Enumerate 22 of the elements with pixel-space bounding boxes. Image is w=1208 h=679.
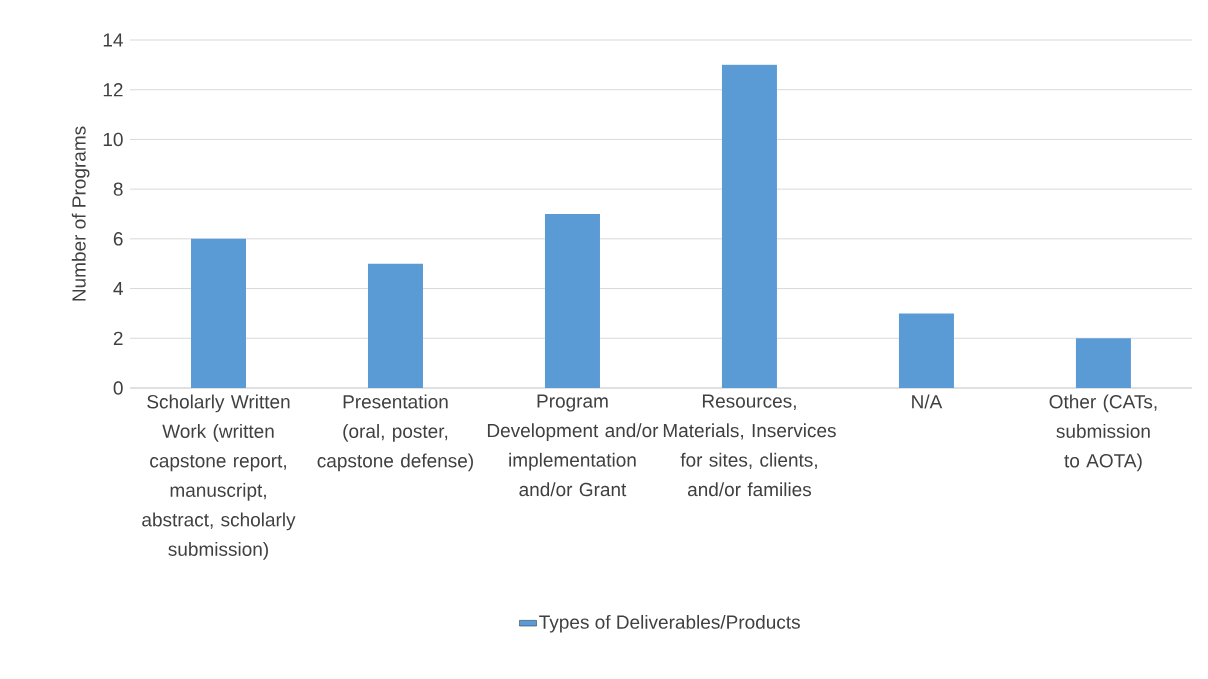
y-tick-label: 6 (113, 232, 123, 246)
y-tick-label: 14 (103, 33, 123, 47)
y-tick-label: 0 (113, 381, 123, 395)
x-tick-label: Resources, Materials, Inservices for sites, clients, and/or families (663, 394, 836, 497)
y-tick-label: 12 (103, 83, 123, 97)
y-tick-label: 4 (113, 282, 123, 296)
bar (1075, 338, 1131, 388)
x-tick-label: Presentation (oral, poster, capstone defense) (317, 394, 473, 472)
bar (191, 238, 246, 388)
bar (544, 213, 600, 388)
legend-label: Types of Deliverables/Products (539, 614, 800, 633)
x-tick-label: Other (CATs, submission to AOTA) (1049, 394, 1157, 472)
y-tick-label: 8 (113, 182, 123, 196)
x-tick-label: Scholarly Written Work (written capstone report, manuscript, abstract, scholarly submission) (142, 394, 296, 560)
bar (721, 64, 777, 388)
y-tick-label: 10 (103, 132, 123, 147)
y-axis-title: Number of Programs (71, 126, 90, 301)
y-tick-label: 2 (113, 331, 123, 345)
x-tick-label: Program Development and/or implementation and/or Grant (487, 394, 659, 497)
x-tick-label: N/A (912, 394, 943, 409)
bar (898, 313, 954, 388)
bar (367, 263, 423, 388)
